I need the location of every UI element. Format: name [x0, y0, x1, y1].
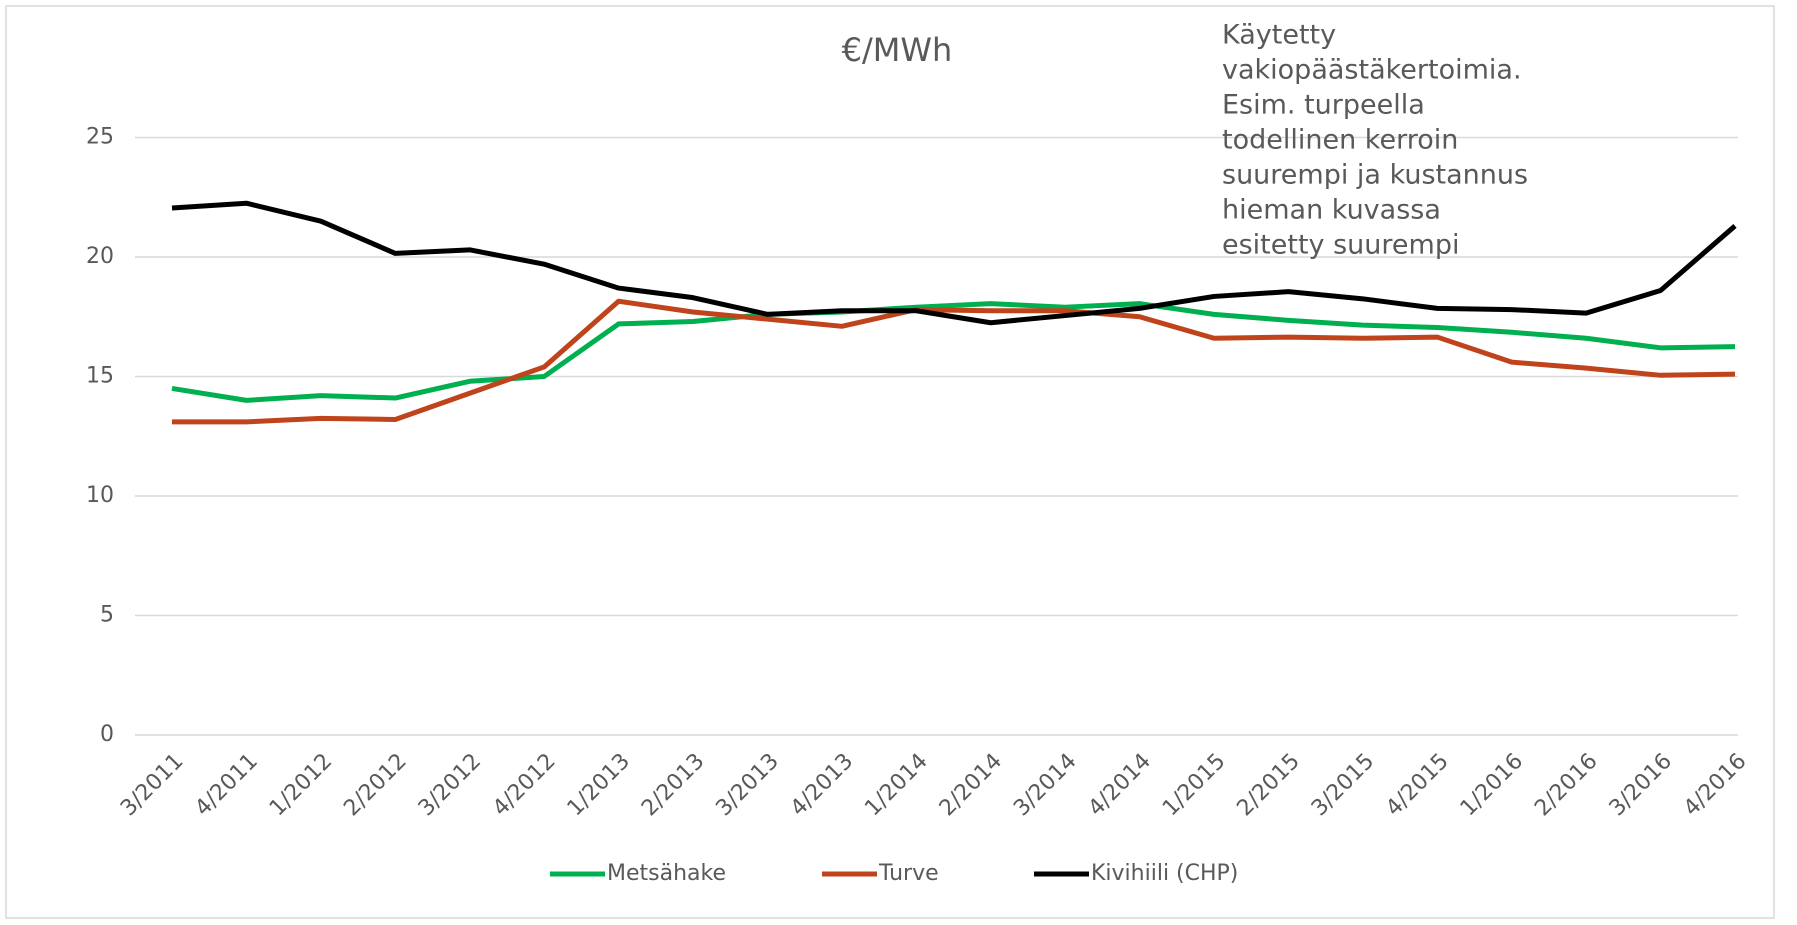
annotation: Käytetty: [1222, 20, 1336, 51]
annotation: Esim. turpeella: [1222, 90, 1425, 121]
y-tick-label: 10: [86, 483, 114, 508]
annotation: todellinen kerroin: [1222, 125, 1458, 156]
y-tick-label: 20: [86, 244, 114, 269]
legend-label: Metsähake: [607, 861, 726, 886]
annotation: hieman kuvassa: [1222, 195, 1441, 226]
series-line: [171, 200, 1737, 326]
legend-label: Kivihiili (CHP): [1091, 861, 1238, 886]
chart-frame: [5, 5, 1775, 919]
y-tick-label: 5: [100, 603, 114, 628]
annotation: suurempi ja kustannus: [1222, 160, 1528, 191]
series-line: [172, 298, 1736, 425]
y-tick-label: 25: [86, 125, 114, 150]
legend-label: Turve: [878, 861, 939, 886]
annotation: esitetty suurempi: [1222, 230, 1459, 261]
annotation: vakiopäästäkertoimia.: [1222, 55, 1522, 86]
y-tick-label: 0: [100, 722, 114, 747]
chart-title: €/MWh: [842, 31, 953, 69]
y-tick-label: 15: [86, 364, 114, 389]
series-line: [171, 301, 1736, 403]
